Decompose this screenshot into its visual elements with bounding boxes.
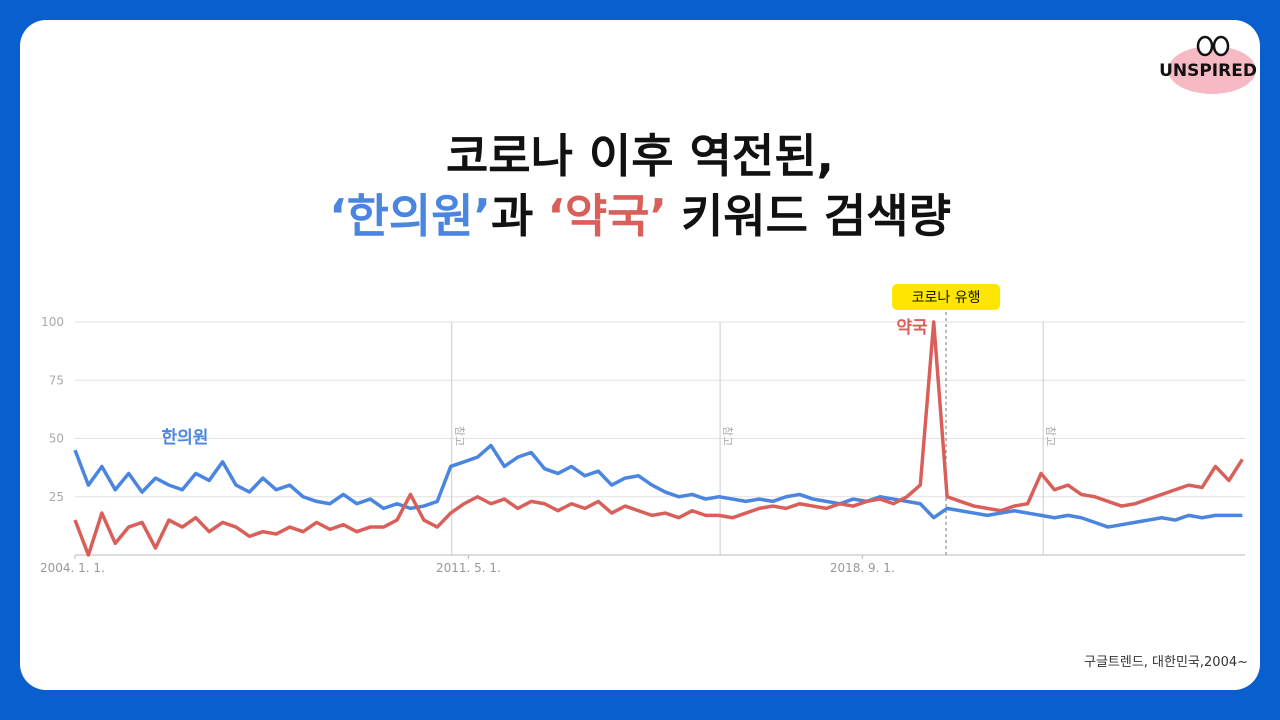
series-line: [73, 320, 1244, 557]
event-box: [892, 284, 1001, 310]
y-tick-label: 100: [41, 315, 64, 329]
title-part: ‘한의원’: [329, 189, 491, 243]
y-tick-label: 50: [49, 432, 64, 446]
source: 구글트렌드, 대한민국,2004~: [1084, 655, 1248, 670]
note-label: 참고: [1044, 426, 1057, 446]
note-label: 참고: [453, 426, 466, 446]
series-line: [73, 443, 1243, 529]
event-label: 코로나 유행: [912, 290, 981, 306]
title-part: ‘약국’: [547, 189, 667, 243]
note-label: 참고: [721, 426, 734, 446]
title-line-2: ‘한의원’과 ‘약국’ 키워드 검색량: [329, 189, 951, 243]
series-label: 한의원: [162, 428, 209, 448]
logo-eye: [1212, 35, 1230, 57]
x-tick-label: 2011. 5. 1.: [436, 561, 501, 575]
x-tick-label: 2018. 9. 1.: [830, 561, 895, 575]
series-label: 약국: [896, 317, 928, 338]
logo-eye: [1196, 35, 1214, 57]
slide-card: [20, 20, 1260, 690]
logo-badge: [1168, 46, 1256, 94]
x-tick-label: 2004. 1. 1.: [40, 561, 105, 575]
y-tick-label: 75: [49, 373, 64, 387]
logo-text: UNSPIRED: [1159, 61, 1257, 81]
title-part: 과: [491, 189, 533, 243]
title-part: 키워드 검색량: [681, 189, 951, 243]
title-line-1: 코로나 이후 역전된,: [446, 129, 834, 183]
y-tick-label: 25: [49, 490, 64, 504]
